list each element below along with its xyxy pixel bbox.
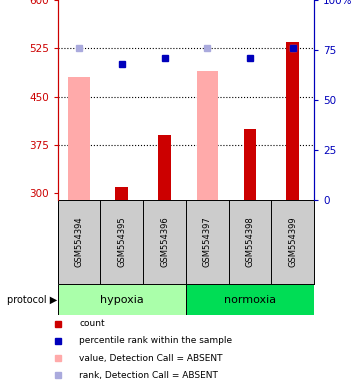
Text: count: count — [79, 319, 105, 328]
Bar — [69, 77, 90, 200]
Text: percentile rank within the sample: percentile rank within the sample — [79, 336, 232, 345]
Text: GSM554396: GSM554396 — [160, 217, 169, 267]
Text: GSM554395: GSM554395 — [117, 217, 126, 267]
Bar — [58, 284, 186, 315]
Text: protocol ▶: protocol ▶ — [7, 295, 57, 305]
Text: rank, Detection Call = ABSENT: rank, Detection Call = ABSENT — [79, 371, 218, 380]
Bar — [286, 42, 299, 200]
Text: normoxia: normoxia — [224, 295, 276, 305]
Bar — [186, 284, 314, 315]
Text: GSM554398: GSM554398 — [245, 217, 255, 267]
Text: hypoxia: hypoxia — [100, 295, 144, 305]
Bar — [244, 129, 256, 200]
Bar — [116, 187, 128, 200]
Text: GSM554394: GSM554394 — [75, 217, 84, 267]
Bar — [158, 135, 171, 200]
Text: GSM554399: GSM554399 — [288, 217, 297, 267]
Bar — [197, 71, 218, 200]
Text: value, Detection Call = ABSENT: value, Detection Call = ABSENT — [79, 354, 223, 362]
Text: GSM554397: GSM554397 — [203, 217, 212, 267]
